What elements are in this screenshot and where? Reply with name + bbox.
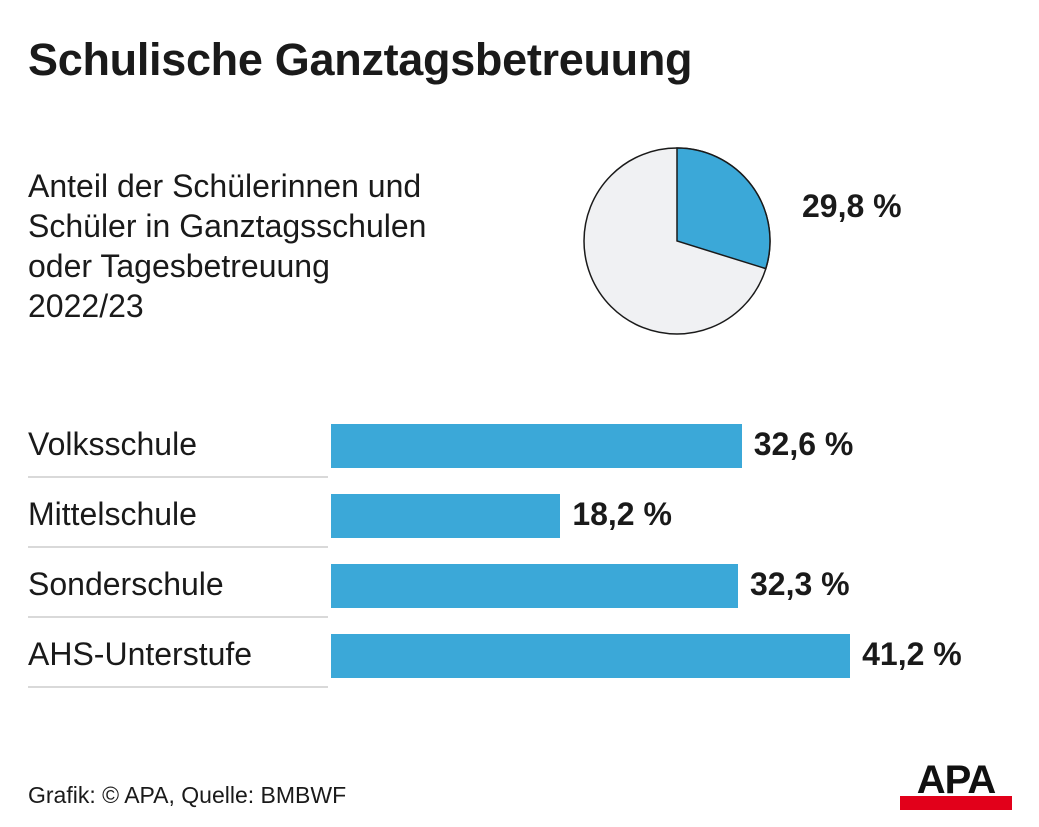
pie-value-label: 29,8 % — [802, 188, 902, 224]
bar-category-label: Sonderschule — [28, 566, 224, 602]
row-divider — [28, 476, 328, 478]
subtitle-line: oder Tagesbetreuung — [28, 248, 330, 284]
row-divider — [28, 686, 328, 688]
bar-value-label: 32,3 % — [749, 566, 850, 602]
bar-row: Volksschule 32,6 % — [0, 410, 1039, 480]
source-credit: Grafik: © APA, Quelle: BMBWF — [28, 782, 347, 808]
pie-slice-highlight — [676, 147, 771, 270]
bar — [331, 494, 561, 538]
bar-value-label: 32,6 % — [753, 426, 854, 462]
bar-row: AHS-Unterstufe 41,2 % — [0, 620, 1039, 690]
logo-text: APA — [916, 758, 996, 802]
chart-subtitle: Anteil der Schülerinnen und Schüler in G… — [28, 166, 528, 326]
pie-chart — [583, 147, 771, 335]
chart-title: Schulische Ganztagsbetreuung — [28, 34, 693, 85]
subtitle-line: Anteil der Schülerinnen und — [28, 168, 422, 204]
bar-value-label: 18,2 % — [572, 496, 672, 532]
apa-logo: APA — [900, 758, 1012, 810]
bar-row: Sonderschule 32,3 % — [0, 550, 1039, 620]
bar-value-label: 41,2 % — [862, 636, 962, 672]
bar — [331, 424, 742, 468]
bar-category-label: Mittelschule — [28, 496, 197, 532]
bar-category-label: Volksschule — [28, 426, 197, 462]
bar-row: Mittelschule 18,2 % — [0, 480, 1039, 550]
row-divider — [28, 616, 328, 618]
row-divider — [28, 546, 328, 548]
bar — [331, 564, 738, 608]
subtitle-line: Schüler in Ganztagsschulen — [28, 208, 427, 244]
logo-stripe — [900, 796, 1012, 810]
subtitle-line: 2022/23 — [28, 288, 144, 324]
bar — [331, 634, 851, 678]
bar-category-label: AHS-Unterstufe — [28, 636, 253, 672]
